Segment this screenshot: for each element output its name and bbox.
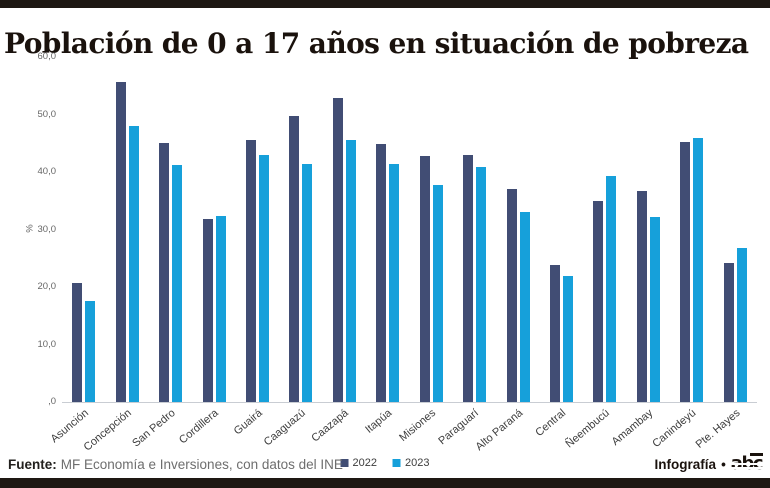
credit-label: Infografía — [654, 456, 717, 472]
abc-logo-microtext — [750, 453, 763, 456]
bar-2022 — [115, 82, 126, 402]
bar-2022 — [723, 262, 734, 402]
legend-item-2022: 2022 — [340, 457, 377, 469]
bar-group — [105, 57, 148, 402]
bar-2022 — [72, 283, 83, 402]
x-tick-label: Asunción — [48, 407, 91, 446]
source-line: Fuente: MF Economía e Inversiones, con da… — [8, 457, 343, 472]
y-axis-label: % — [24, 224, 36, 233]
bar-2022 — [463, 154, 474, 402]
bar-group — [540, 57, 583, 402]
source-text: MF Economía e Inversiones, con datos del… — [60, 457, 343, 472]
bottom-rule-bar — [0, 478, 770, 488]
bar-group — [670, 57, 713, 402]
x-axis-cell: Caazapá — [310, 404, 366, 456]
bar-2022 — [680, 141, 691, 402]
bar-2023 — [258, 154, 269, 402]
bar-group — [62, 57, 105, 402]
bar-2023 — [85, 300, 96, 402]
bar-2022 — [202, 219, 213, 402]
x-axis: Asunción Concepción San Pedro Cordillera Gua… — [48, 404, 757, 456]
y-axis: 60,0 50,0 40,0 30,0 20,0 10,0 ,0 — [12, 51, 57, 407]
legend-label: 2022 — [352, 457, 377, 469]
bar-group — [236, 57, 279, 402]
bar-group — [366, 57, 409, 402]
bar-2023 — [432, 185, 443, 402]
legend-label: 2023 — [405, 457, 430, 469]
y-tick-label: 60,0 — [37, 51, 57, 62]
bar-2023 — [128, 126, 139, 402]
bar-2023 — [215, 215, 226, 402]
credit-bullet: • — [721, 456, 726, 472]
bar-2022 — [419, 155, 430, 402]
bar-group — [410, 57, 453, 402]
top-rule-bar — [0, 0, 770, 8]
abc-logo: abc — [729, 453, 764, 473]
bar-2022 — [289, 116, 300, 402]
legend-swatch — [340, 459, 349, 467]
bar-group — [192, 57, 235, 402]
bar-group — [627, 57, 670, 402]
bar-group — [714, 57, 757, 402]
bar-2023 — [476, 167, 487, 402]
bar-group — [323, 57, 366, 402]
bar-group — [453, 57, 496, 402]
bar-group — [149, 57, 192, 402]
bar-2022 — [245, 139, 256, 402]
bar-2023 — [389, 164, 400, 402]
bar-2022 — [550, 264, 561, 402]
bar-2023 — [345, 139, 356, 402]
bar-2023 — [519, 211, 530, 402]
y-tick-label: 50,0 — [37, 108, 57, 120]
abc-logo-stripe — [729, 467, 763, 469]
legend-item-2023: 2023 — [393, 457, 429, 469]
credit-line: Infografía • abc — [654, 453, 764, 473]
bar-group — [496, 57, 539, 402]
bar-2022 — [159, 142, 170, 402]
bar-2023 — [693, 137, 704, 402]
bar-2022 — [593, 201, 604, 402]
abc-logo-stripe — [729, 463, 763, 465]
bar-2022 — [332, 97, 343, 402]
plot-area — [62, 57, 757, 403]
y-tick-label: ,0 — [48, 396, 56, 407]
y-tick-label: 40,0 — [37, 166, 57, 177]
x-tick-label: Guairá — [231, 407, 265, 438]
x-axis-cell: Pte. Hayes — [693, 404, 757, 456]
bar-2023 — [563, 276, 574, 402]
page-title: Población de 0 a 17 años en situación de… — [4, 26, 749, 60]
bar-group — [279, 57, 322, 402]
bar-2023 — [649, 216, 660, 402]
legend-swatch — [393, 459, 401, 467]
bar-2022 — [636, 191, 647, 402]
bar-2023 — [736, 247, 747, 402]
bar-2023 — [172, 165, 183, 402]
y-tick-label: 10,0 — [37, 338, 57, 350]
bar-2022 — [506, 188, 517, 402]
bar-group — [583, 57, 626, 402]
bar-2022 — [376, 144, 387, 402]
y-tick-label: 20,0 — [37, 281, 57, 292]
bar-2023 — [302, 164, 313, 402]
x-axis-cell: Cordillera — [177, 404, 235, 456]
y-tick-label: 30,0 — [37, 223, 57, 235]
bar-2023 — [606, 175, 617, 402]
x-tick-label: Itapúa — [363, 407, 395, 436]
legend: 2022 2023 — [340, 457, 429, 469]
source-label: Fuente: — [8, 457, 57, 472]
